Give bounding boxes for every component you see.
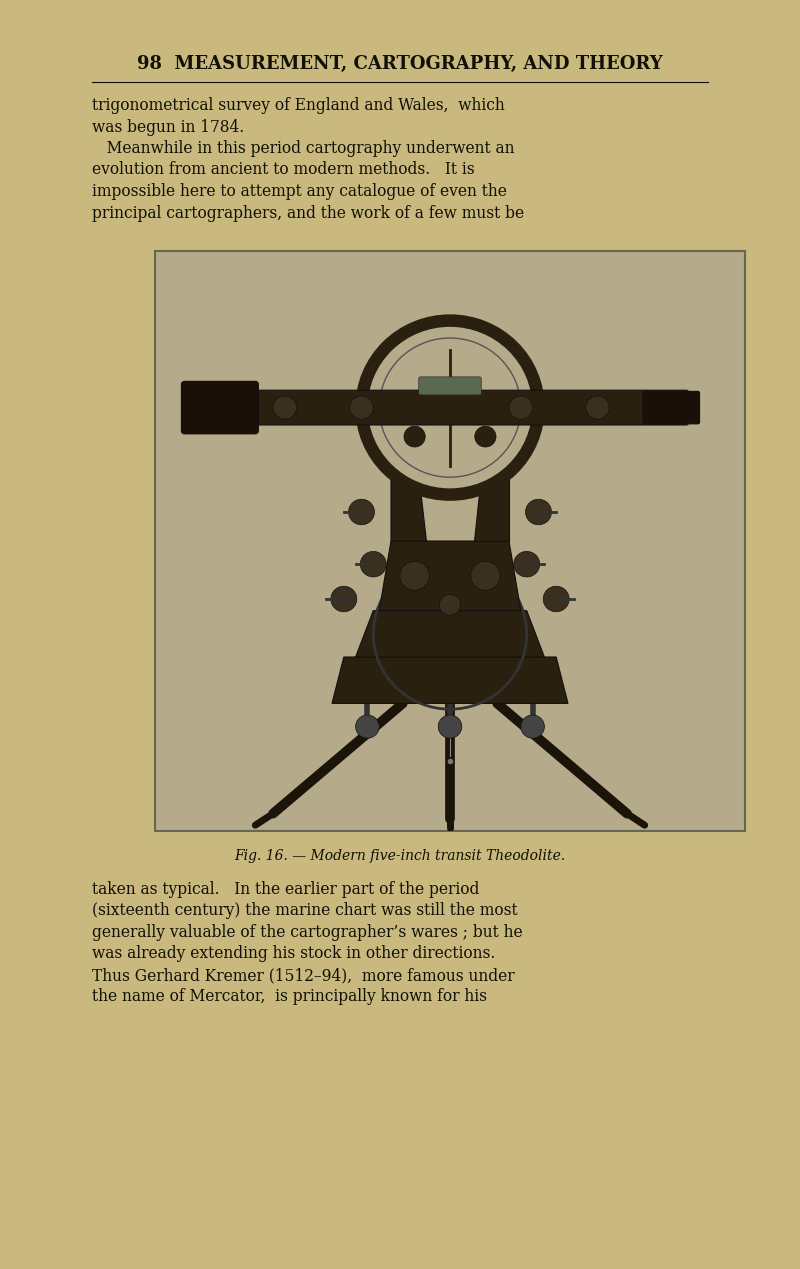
Circle shape <box>360 552 386 577</box>
Bar <box>155 251 745 831</box>
Text: the name of Mercator,  is principally known for his: the name of Mercator, is principally kno… <box>92 989 487 1005</box>
Circle shape <box>509 396 533 419</box>
Circle shape <box>474 426 496 447</box>
Polygon shape <box>332 657 568 703</box>
Circle shape <box>379 338 521 477</box>
Circle shape <box>521 714 544 739</box>
Circle shape <box>586 396 610 419</box>
Text: Meanwhile in this period cartography underwent an: Meanwhile in this period cartography und… <box>92 140 514 157</box>
Text: (sixteenth century) the marine chart was still the most: (sixteenth century) the marine chart was… <box>92 902 518 920</box>
Circle shape <box>355 714 379 739</box>
FancyBboxPatch shape <box>182 382 258 434</box>
Circle shape <box>349 499 374 525</box>
FancyBboxPatch shape <box>643 391 699 424</box>
Circle shape <box>273 396 297 419</box>
Text: evolution from ancient to modern methods.   It is: evolution from ancient to modern methods… <box>92 161 474 179</box>
Text: taken as typical.   In the earlier part of the period: taken as typical. In the earlier part of… <box>92 881 479 898</box>
Circle shape <box>439 594 461 615</box>
Text: principal cartographers, and the work of a few must be: principal cartographers, and the work of… <box>92 204 524 222</box>
Text: impossible here to attempt any catalogue of even the: impossible here to attempt any catalogue… <box>92 183 507 201</box>
Text: Fig. 16. — Modern five-inch transit Theodolite.: Fig. 16. — Modern five-inch transit Theo… <box>234 849 566 863</box>
Polygon shape <box>379 541 521 610</box>
Circle shape <box>362 321 538 495</box>
FancyBboxPatch shape <box>418 377 482 395</box>
FancyBboxPatch shape <box>211 390 689 425</box>
Text: generally valuable of the cartographer’s wares ; but he: generally valuable of the cartographer’s… <box>92 924 522 942</box>
Text: Thus Gerhard Kremer (1512–94),  more famous under: Thus Gerhard Kremer (1512–94), more famo… <box>92 967 514 983</box>
Circle shape <box>470 561 500 590</box>
Circle shape <box>400 561 430 590</box>
Circle shape <box>350 396 374 419</box>
Circle shape <box>543 586 569 612</box>
Circle shape <box>435 393 465 423</box>
Circle shape <box>331 586 357 612</box>
Circle shape <box>404 426 426 447</box>
Polygon shape <box>391 437 426 541</box>
Polygon shape <box>356 610 545 657</box>
Text: 98  MEASUREMENT, CARTOGRAPHY, AND THEORY: 98 MEASUREMENT, CARTOGRAPHY, AND THEORY <box>137 55 663 74</box>
Polygon shape <box>474 437 509 541</box>
Text: trigonometrical survey of England and Wales,  which: trigonometrical survey of England and Wa… <box>92 96 505 114</box>
Text: was begun in 1784.: was begun in 1784. <box>92 118 244 136</box>
Text: was already extending his stock in other directions.: was already extending his stock in other… <box>92 945 495 962</box>
Circle shape <box>514 552 540 577</box>
Circle shape <box>438 714 462 739</box>
Circle shape <box>526 499 551 525</box>
